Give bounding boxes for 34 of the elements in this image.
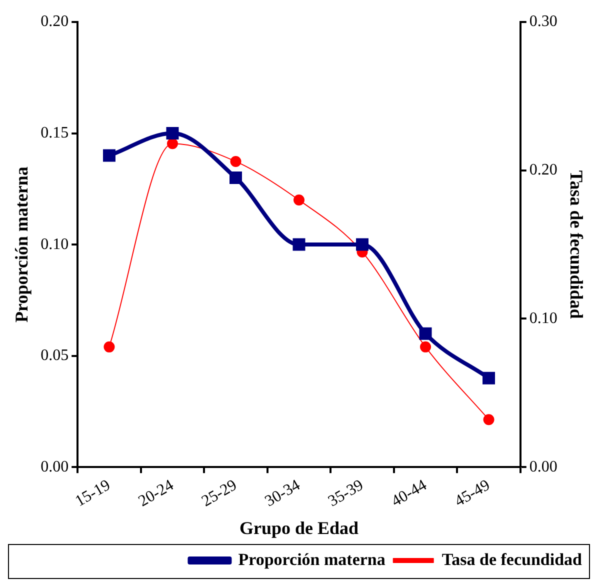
- point: [292, 238, 306, 251]
- y-tick-label: 0.10: [40, 236, 69, 253]
- point: [482, 372, 496, 384]
- y2-tick-label: 0.10: [529, 310, 558, 327]
- y-tick-label: 0.15: [40, 124, 69, 142]
- x-axis-title: Grupo de Edad: [239, 518, 359, 538]
- x-tick-label: 35-39: [326, 476, 366, 510]
- y-tick-label: 0.05: [40, 347, 69, 364]
- y2-tick-label: 0.20: [529, 162, 558, 179]
- point: [230, 172, 242, 184]
- y-axis-title: Proporción materna: [11, 166, 32, 322]
- y2-tick-label: 0.30: [529, 13, 558, 30]
- x-tick-label: 40-44: [388, 476, 430, 510]
- point: [356, 238, 368, 251]
- y2-tick-label: 0.00: [529, 458, 558, 476]
- point: [166, 127, 179, 140]
- point: [483, 414, 494, 426]
- legend-label: Tasa de fecundidad: [442, 550, 583, 569]
- point: [230, 156, 242, 167]
- point: [104, 341, 115, 352]
- point: [166, 138, 178, 150]
- x-tick-label: 30-34: [262, 476, 304, 510]
- y2-axis-title: Tasa de fecundidad: [566, 170, 587, 319]
- x-tick-label: 15-19: [72, 476, 114, 510]
- y-tick-label: 0.00: [40, 458, 69, 476]
- point: [102, 149, 116, 162]
- point: [419, 327, 432, 340]
- x-tick-label: 45-49: [452, 476, 493, 510]
- y-tick-label: 0.20: [40, 13, 69, 30]
- legend-label: Proporción materna: [238, 550, 386, 569]
- point: [294, 194, 304, 206]
- x-tick-label: 25-29: [199, 476, 240, 510]
- point: [420, 341, 432, 352]
- x-tick-label: 20-24: [136, 476, 177, 510]
